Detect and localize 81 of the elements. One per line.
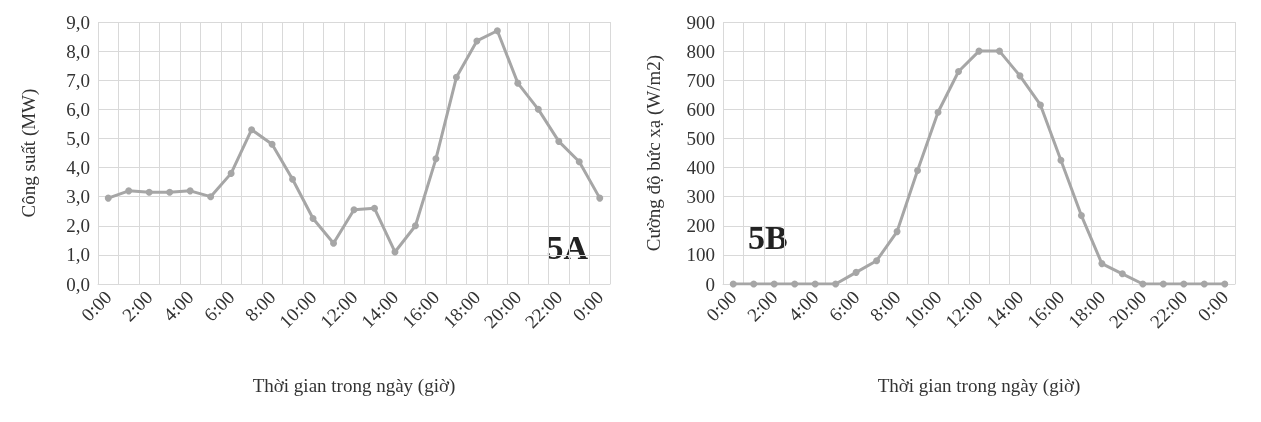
y-axis-title: Công suất (MW)	[18, 88, 40, 218]
point	[1057, 156, 1065, 164]
y-tick-label: 400	[686, 157, 715, 179]
point	[104, 194, 112, 202]
point	[873, 257, 881, 265]
y-tick-label: 1,0	[66, 244, 90, 266]
y-tick-label: 900	[686, 11, 715, 33]
point	[473, 37, 481, 45]
point	[934, 108, 942, 116]
x-tick-label: 0:00	[1193, 286, 1233, 326]
point	[514, 79, 522, 87]
x-axis-title: Thời gian trong ngày (giờ)	[252, 375, 456, 397]
y-tick-label: 600	[686, 98, 715, 120]
x-tick-label: 2:00	[742, 286, 782, 326]
y-tick-label: 300	[686, 186, 715, 208]
point	[575, 158, 583, 166]
y-tick-label: 4,0	[66, 157, 90, 179]
point	[893, 228, 901, 236]
point	[832, 280, 840, 288]
point	[370, 204, 378, 212]
point	[1077, 212, 1085, 220]
x-tick-label: 8:00	[240, 286, 280, 326]
point	[411, 222, 419, 230]
point	[432, 155, 440, 163]
y-tick-label: 5,0	[66, 127, 90, 149]
point	[166, 188, 174, 196]
point	[791, 280, 799, 288]
point	[1118, 270, 1126, 278]
y-tick-label: 200	[686, 215, 715, 237]
y-tick-label: 700	[686, 69, 715, 91]
point	[350, 206, 358, 214]
x-tick-label: 6:00	[199, 286, 239, 326]
x-tick-label: 0:00	[568, 286, 608, 326]
x-tick-label: 8:00	[865, 286, 905, 326]
point	[995, 47, 1003, 55]
point	[289, 175, 297, 183]
point	[955, 67, 963, 75]
x-tick-label: 6:00	[824, 286, 864, 326]
point	[534, 105, 542, 113]
point	[452, 73, 460, 81]
point	[125, 187, 133, 195]
point	[750, 280, 758, 288]
point	[1200, 280, 1208, 288]
point	[248, 126, 256, 134]
point	[1180, 280, 1188, 288]
x-tick-label: 2:00	[117, 286, 157, 326]
point	[1159, 280, 1167, 288]
point	[555, 137, 563, 145]
point	[770, 280, 778, 288]
x-tick-label: 4:00	[783, 286, 823, 326]
y-tick-label: 7,0	[66, 69, 90, 91]
point	[227, 169, 235, 177]
point	[914, 166, 922, 174]
point	[596, 194, 604, 202]
y-tick-label: 9,0	[66, 11, 90, 33]
y-tick-label: 500	[686, 127, 715, 149]
point	[1016, 72, 1024, 80]
x-axis-title: Thời gian trong ngày (giờ)	[877, 375, 1081, 397]
point	[1036, 101, 1044, 109]
y-tick-label: 800	[686, 40, 715, 62]
point	[186, 187, 194, 195]
y-tick-label: 8,0	[66, 40, 90, 62]
point	[729, 280, 737, 288]
y-tick-label: 100	[686, 244, 715, 266]
annotation: 5B	[748, 218, 788, 256]
point	[852, 268, 860, 276]
point	[1221, 280, 1229, 288]
point	[330, 239, 338, 247]
point	[493, 27, 501, 35]
y-tick-label: 0	[705, 273, 715, 295]
y-tick-label: 0,0	[66, 273, 90, 295]
point	[145, 188, 153, 196]
y-tick-label: 2,0	[66, 215, 90, 237]
x-tick-label: 4:00	[158, 286, 198, 326]
point	[1098, 260, 1106, 268]
point	[268, 140, 276, 148]
y-tick-label: 3,0	[66, 186, 90, 208]
point	[207, 193, 215, 201]
point	[309, 215, 317, 222]
y-axis-title: Cường độ bức xạ (W/m2)	[643, 54, 665, 252]
y-tick-label: 6,0	[66, 98, 90, 120]
